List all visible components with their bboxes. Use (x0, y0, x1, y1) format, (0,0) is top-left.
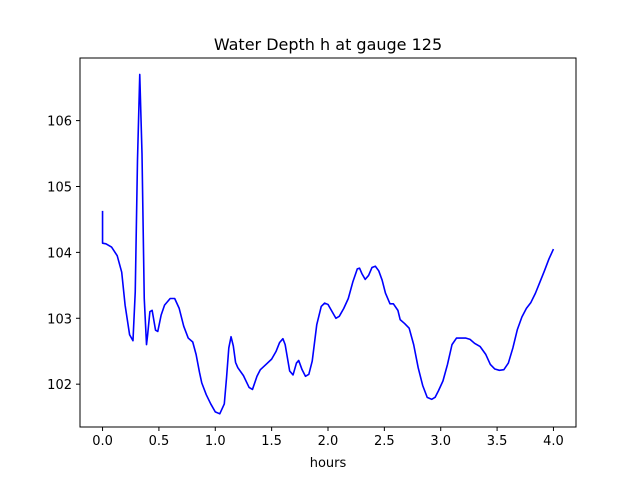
chart-title: Water Depth h at gauge 125 (214, 35, 442, 54)
y-tick-label: 106 (47, 115, 72, 130)
x-tick-label: 2.5 (374, 434, 395, 449)
x-tick-label: 3.0 (430, 434, 451, 449)
y-tick-label: 103 (47, 312, 72, 327)
x-axis: 0.0 0.5 1.0 1.5 2.0 2.5 3.0 3.5 4.0 (92, 427, 564, 449)
x-tick-label: 0.0 (92, 434, 113, 449)
x-axis-label: hours (310, 456, 347, 471)
x-tick-label: 4.0 (543, 434, 564, 449)
x-tick-label: 1.5 (261, 434, 282, 449)
x-tick-label: 3.5 (487, 434, 508, 449)
x-tick-label: 1.0 (205, 434, 226, 449)
series-line-water-depth (101, 73, 555, 415)
y-tick-label: 105 (47, 180, 72, 195)
x-tick-label: 0.5 (149, 434, 170, 449)
plot-area (101, 73, 555, 415)
x-tick-label: 2.0 (318, 434, 339, 449)
y-axis: 102 103 104 105 106 (47, 115, 80, 393)
y-tick-label: 104 (47, 246, 72, 261)
y-tick-label: 102 (47, 378, 72, 393)
